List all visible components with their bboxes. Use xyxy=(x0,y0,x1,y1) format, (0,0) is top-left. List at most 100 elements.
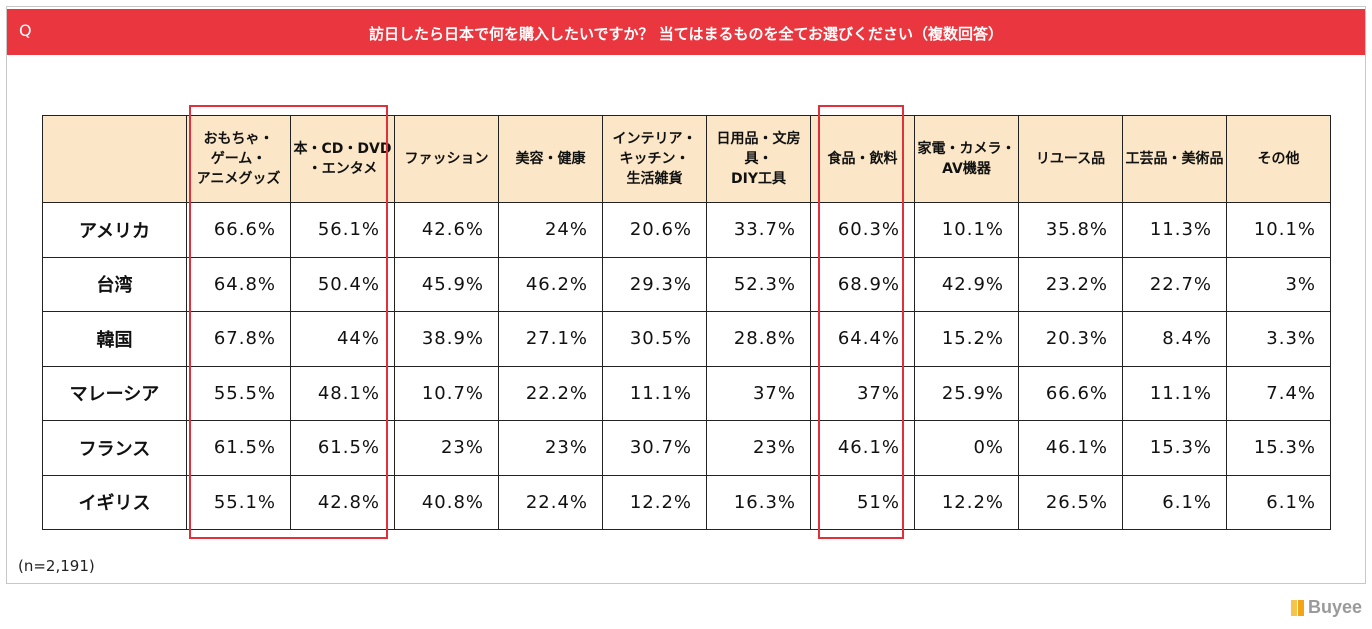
brand-logo: Buyee xyxy=(1290,597,1362,618)
value-cell: 66.6% xyxy=(1018,365,1123,421)
value-cell: 37% xyxy=(810,365,915,421)
value-cell: 64.4% xyxy=(810,311,915,367)
value-cell: 15.2% xyxy=(914,311,1019,367)
value-cell: 3.3% xyxy=(1226,311,1331,367)
value-cell: 8.4% xyxy=(1122,311,1227,367)
column-header: 本・CD・DVD ・エンタメ xyxy=(290,115,395,203)
value-cell: 23.2% xyxy=(1018,256,1123,312)
row-label-country: 台湾 xyxy=(42,256,187,312)
value-cell: 6.1% xyxy=(1122,474,1227,530)
value-cell: 52.3% xyxy=(706,256,811,312)
column-header: おもちゃ・ ゲーム・ アニメグッズ xyxy=(186,115,291,203)
column-header: インテリア・ キッチン・ 生活雑貨 xyxy=(602,115,707,203)
value-cell: 45.9% xyxy=(394,256,499,312)
column-header: 工芸品・美術品 xyxy=(1122,115,1227,203)
column-header: 食品・飲料 xyxy=(810,115,915,203)
value-cell: 67.8% xyxy=(186,311,291,367)
value-cell: 15.3% xyxy=(1122,420,1227,476)
value-cell: 68.9% xyxy=(810,256,915,312)
row-label-country: フランス xyxy=(42,420,187,476)
column-header: 美容・健康 xyxy=(498,115,603,203)
value-cell: 11.1% xyxy=(1122,365,1227,421)
value-cell: 20.3% xyxy=(1018,311,1123,367)
value-cell: 60.3% xyxy=(810,202,915,258)
value-cell: 42.9% xyxy=(914,256,1019,312)
value-cell: 15.3% xyxy=(1226,420,1331,476)
value-cell: 46.1% xyxy=(810,420,915,476)
column-header: 日用品・文房具・ DIY工具 xyxy=(706,115,811,203)
value-cell: 55.1% xyxy=(186,474,291,530)
value-cell: 23% xyxy=(706,420,811,476)
value-cell: 61.5% xyxy=(186,420,291,476)
value-cell: 56.1% xyxy=(290,202,395,258)
row-label-country: 韓国 xyxy=(42,311,187,367)
value-cell: 23% xyxy=(394,420,499,476)
value-cell: 24% xyxy=(498,202,603,258)
value-cell: 66.6% xyxy=(186,202,291,258)
value-cell: 50.4% xyxy=(290,256,395,312)
table-row: 台湾 64.8% 50.4% 45.9% 46.2% 29.3% 52.3% 68.9% 42.… xyxy=(42,256,1331,312)
chart-frame xyxy=(6,6,1366,584)
value-cell: 16.3% xyxy=(706,474,811,530)
column-header: その他 xyxy=(1226,115,1331,203)
table-row: イギリス 55.1% 42.8% 40.8% 22.4% 12.2% 16.3% 51% 12.… xyxy=(42,474,1331,530)
value-cell: 29.3% xyxy=(602,256,707,312)
value-cell: 10.7% xyxy=(394,365,499,421)
value-cell: 46.1% xyxy=(1018,420,1123,476)
value-cell: 23% xyxy=(498,420,603,476)
value-cell: 10.1% xyxy=(1226,202,1331,258)
value-cell: 12.2% xyxy=(602,474,707,530)
value-cell: 10.1% xyxy=(914,202,1019,258)
value-cell: 48.1% xyxy=(290,365,395,421)
value-cell: 42.8% xyxy=(290,474,395,530)
value-cell: 61.5% xyxy=(290,420,395,476)
buyee-logo-icon xyxy=(1290,599,1305,616)
value-cell: 28.8% xyxy=(706,311,811,367)
value-cell: 22.7% xyxy=(1122,256,1227,312)
value-cell: 7.4% xyxy=(1226,365,1331,421)
value-cell: 12.2% xyxy=(914,474,1019,530)
brand-name: Buyee xyxy=(1307,597,1362,617)
column-header: ファッション xyxy=(394,115,499,203)
value-cell: 64.8% xyxy=(186,256,291,312)
column-header: リユース品 xyxy=(1018,115,1123,203)
table-body: アメリカ 66.6% 56.1% 42.6% 24% 20.6% 33.7% 60.3% 10.… xyxy=(42,202,1331,530)
table-row: アメリカ 66.6% 56.1% 42.6% 24% 20.6% 33.7% 60.3% 10.… xyxy=(42,202,1331,258)
table-row: 韓国 67.8% 44% 38.9% 27.1% 30.5% 28.8% 64.4% 15.2%… xyxy=(42,311,1331,367)
table-header-row: おもちゃ・ ゲーム・ アニメグッズ 本・CD・DVD ・エンタメ ファッション 美容・… xyxy=(42,115,1331,203)
value-cell: 37% xyxy=(706,365,811,421)
value-cell: 33.7% xyxy=(706,202,811,258)
value-cell: 42.6% xyxy=(394,202,499,258)
value-cell: 22.4% xyxy=(498,474,603,530)
value-cell: 26.5% xyxy=(1018,474,1123,530)
value-cell: 27.1% xyxy=(498,311,603,367)
value-cell: 0% xyxy=(914,420,1019,476)
question-title-bar: Q 訪日したら日本で何を購入したいですか？ 当てはまるものを全てお選びください（… xyxy=(7,9,1365,55)
header-corner-cell xyxy=(42,115,187,203)
column-header: 家電・カメラ・ AV機器 xyxy=(914,115,1019,203)
value-cell: 35.8% xyxy=(1018,202,1123,258)
table-row: フランス 61.5% 61.5% 23% 23% 30.7% 23% 46.1% 0% 46.1%… xyxy=(42,420,1331,476)
value-cell: 40.8% xyxy=(394,474,499,530)
row-label-country: アメリカ xyxy=(42,202,187,258)
value-cell: 25.9% xyxy=(914,365,1019,421)
value-cell: 51% xyxy=(810,474,915,530)
row-label-country: イギリス xyxy=(42,474,187,530)
value-cell: 55.5% xyxy=(186,365,291,421)
value-cell: 6.1% xyxy=(1226,474,1331,530)
value-cell: 20.6% xyxy=(602,202,707,258)
value-cell: 22.2% xyxy=(498,365,603,421)
value-cell: 30.5% xyxy=(602,311,707,367)
question-badge: Q xyxy=(19,21,32,40)
table-row: マレーシア 55.5% 48.1% 10.7% 22.2% 11.1% 37% 37% 25.9… xyxy=(42,365,1331,421)
survey-results-table: おもちゃ・ ゲーム・ アニメグッズ 本・CD・DVD ・エンタメ ファッション 美容・… xyxy=(42,115,1331,530)
question-title: 訪日したら日本で何を購入したいですか？ 当てはまるものを全てお選びください（複数… xyxy=(368,25,1004,43)
value-cell: 46.2% xyxy=(498,256,603,312)
value-cell: 11.1% xyxy=(602,365,707,421)
row-label-country: マレーシア xyxy=(42,365,187,421)
value-cell: 30.7% xyxy=(602,420,707,476)
value-cell: 3% xyxy=(1226,256,1331,312)
value-cell: 44% xyxy=(290,311,395,367)
value-cell: 38.9% xyxy=(394,311,499,367)
sample-size-note: (n=2,191) xyxy=(18,557,95,575)
